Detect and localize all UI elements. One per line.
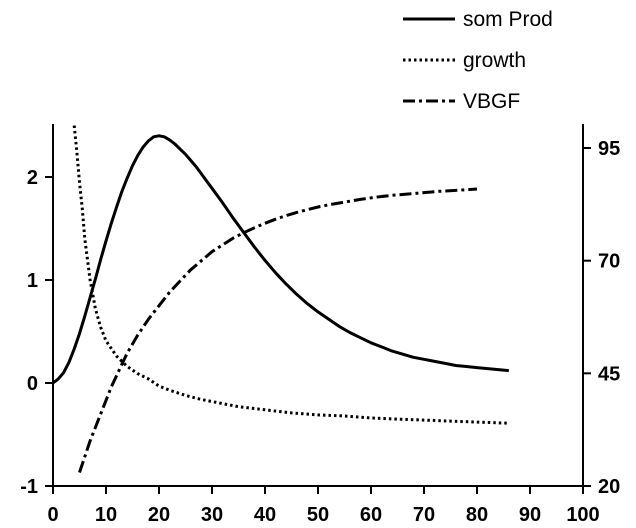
x-tick-label: 70	[413, 504, 435, 526]
x-tick-label: 40	[254, 504, 276, 526]
y-right-tick-label: 95	[598, 138, 620, 160]
legend-label-vbgf: VBGF	[463, 90, 520, 113]
x-tick-label: 20	[148, 504, 170, 526]
x-tick-label: 10	[95, 504, 117, 526]
x-tick-label: 0	[47, 504, 58, 526]
series	[52, 125, 509, 473]
series-line-vbgf	[78, 187, 478, 473]
x-tick-label: 30	[201, 504, 223, 526]
x-tick-label: 50	[307, 504, 329, 526]
ticks: 0 10 20 30 40 50 60 70 80 90 100 -1 0 1 2 20 45 70 95	[20, 138, 620, 526]
y-right-tick-label: 70	[598, 251, 620, 273]
axes	[52, 124, 584, 487]
series-line-som-prod	[52, 134, 509, 385]
y-right-tick-label: 45	[598, 363, 620, 385]
legend-label-growth: growth	[463, 49, 526, 72]
y-right-tick-label: 20	[598, 476, 620, 498]
y-left-tick-label: -1	[20, 476, 38, 498]
x-tick-label: 60	[360, 504, 382, 526]
legend: som Prod growth VBGF	[403, 8, 553, 113]
series-line-growth	[72, 125, 509, 425]
y-left-tick-label: 2	[27, 167, 38, 189]
y-left-tick-label: 0	[27, 373, 38, 395]
x-tick-label: 100	[566, 504, 599, 526]
x-tick-label: 90	[519, 504, 541, 526]
legend-label-som-prod: som Prod	[463, 8, 553, 31]
x-tick-label: 80	[466, 504, 488, 526]
y-left-tick-label: 1	[27, 270, 38, 292]
